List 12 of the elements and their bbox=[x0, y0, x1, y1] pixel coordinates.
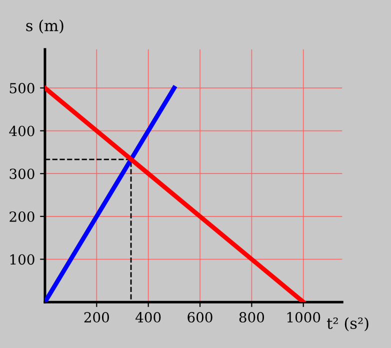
x-tick-label: 800 bbox=[239, 312, 264, 323]
x-tick-label: 1000 bbox=[287, 312, 320, 323]
y-tick-label: 200 bbox=[10, 211, 34, 222]
x-tick-label: 600 bbox=[188, 312, 212, 323]
y-tick-label: 500 bbox=[10, 82, 34, 94]
x-tick-label: 400 bbox=[135, 312, 161, 323]
y-tick-label: 400 bbox=[9, 126, 34, 136]
y-tick-label: 100 bbox=[10, 254, 34, 265]
y-tick-label: 300 bbox=[10, 168, 34, 180]
x-axis-title: t² (s²) bbox=[327, 317, 368, 332]
x-tick-label: 200 bbox=[84, 312, 109, 323]
y-axis-title: s (m) bbox=[26, 19, 64, 34]
